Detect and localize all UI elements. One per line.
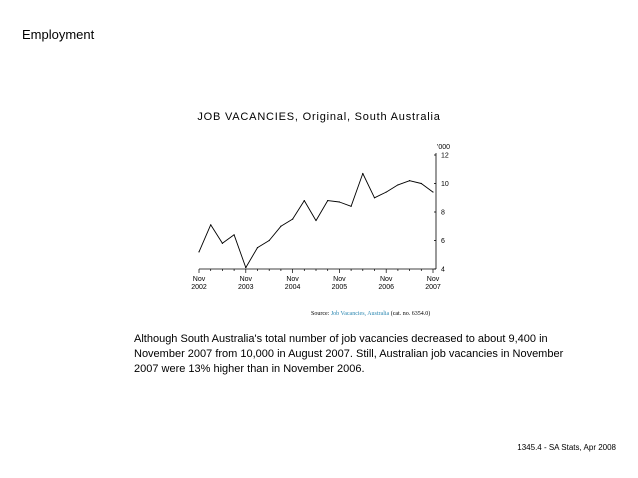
section-heading: Employment (22, 27, 95, 42)
y-tick-label: 8 (441, 210, 445, 217)
x-tick-label-month: Nov (286, 276, 299, 283)
data-point (303, 200, 305, 202)
y-tick-label: 6 (441, 238, 445, 245)
footer-note: 1345.4 - SA Stats, Apr 2008 (517, 443, 616, 452)
chart-title: JOB VACANCIES, Original, South Australia (197, 111, 441, 123)
source-prefix: Source: (311, 311, 330, 317)
data-point (432, 191, 434, 193)
x-tick-label-year: 2003 (238, 284, 254, 291)
data-point (362, 172, 364, 175)
data-point (385, 191, 387, 193)
y-tick-label: 12 (441, 153, 449, 160)
source-catalogue: (cat. no. 6354.0) (390, 311, 431, 317)
x-tick-label-year: 2005 (332, 284, 348, 291)
data-point (245, 266, 247, 269)
data-point (397, 184, 399, 186)
source-link[interactable]: Job Vacancies, Australia (330, 311, 390, 317)
data-point (221, 242, 223, 244)
y-tick-label: 4 (441, 267, 445, 274)
data-point (373, 197, 376, 199)
data-point (420, 182, 422, 185)
x-tick-label-month: Nov (333, 276, 346, 283)
commentary-text: Although South Australia's total number … (134, 333, 564, 375)
y-tick-label: 10 (441, 181, 449, 188)
x-tick-label-month: Nov (380, 276, 393, 283)
data-point (350, 205, 352, 207)
chart-axes (198, 153, 437, 273)
data-point (338, 201, 340, 203)
data-point (292, 218, 294, 220)
x-tick-label-year: 2006 (378, 284, 394, 291)
data-point (268, 239, 270, 242)
data-point (198, 251, 200, 253)
x-tick-label-month: Nov (427, 276, 440, 283)
source-line: Source: Job Vacancies, Australia (cat. n… (311, 311, 430, 317)
data-point (409, 180, 411, 182)
data-point (233, 234, 235, 236)
data-point (327, 200, 329, 202)
x-tick-label-month: Nov (193, 276, 206, 283)
data-point (256, 247, 259, 249)
x-tick-label-year: 2004 (285, 284, 301, 291)
y-axis-unit-label: '000 (437, 144, 450, 151)
data-point (210, 224, 212, 226)
x-tick-label-month: Nov (240, 276, 253, 283)
data-point (315, 219, 317, 222)
chart-marks (198, 172, 434, 269)
x-tick-label-year: 2002 (191, 284, 207, 291)
x-tick-label-year: 2007 (425, 284, 441, 291)
data-point (280, 225, 282, 227)
chart-labels: 4681012'000Nov2002Nov2003Nov2004Nov2005N… (191, 144, 450, 291)
